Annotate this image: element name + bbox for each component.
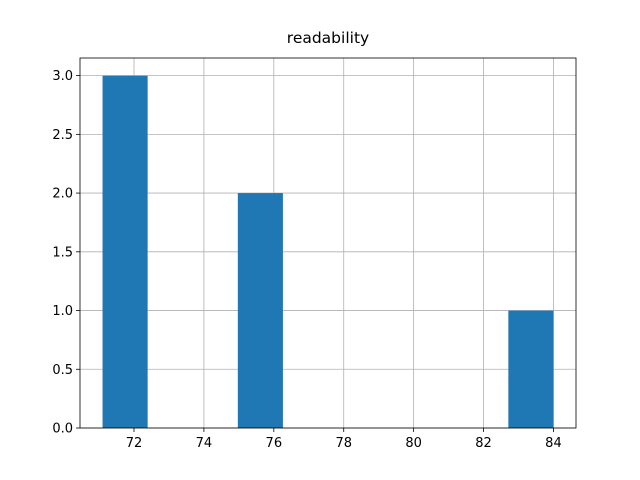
y-tick-label: 3.0 xyxy=(52,69,73,84)
x-tick-label: 72 xyxy=(126,436,143,451)
x-tick-label: 80 xyxy=(405,436,422,451)
chart-title: readability xyxy=(287,29,369,47)
x-tick-label: 74 xyxy=(196,436,213,451)
y-tick-label: 2.0 xyxy=(52,187,73,202)
y-tick-label: 2.5 xyxy=(52,128,73,143)
y-tick-label: 0.0 xyxy=(52,422,73,437)
bar xyxy=(102,75,148,428)
x-tick-label: 82 xyxy=(475,436,492,451)
plot-frame xyxy=(79,57,577,429)
bars xyxy=(102,75,554,428)
bar xyxy=(237,193,283,428)
x-tick-label: 84 xyxy=(545,436,562,451)
y-tick-label: 0.5 xyxy=(52,363,73,378)
y-tick-label: 1.0 xyxy=(52,304,73,319)
bar xyxy=(508,310,554,428)
x-tick-label: 78 xyxy=(335,436,352,451)
x-tick-label: 76 xyxy=(266,436,283,451)
y-tick-label: 1.5 xyxy=(52,245,73,260)
axes: 0.0 0.5 1.0 1.5 2.0 2.5 3.0 72 74 76 78 80 82 84 xyxy=(52,57,577,451)
